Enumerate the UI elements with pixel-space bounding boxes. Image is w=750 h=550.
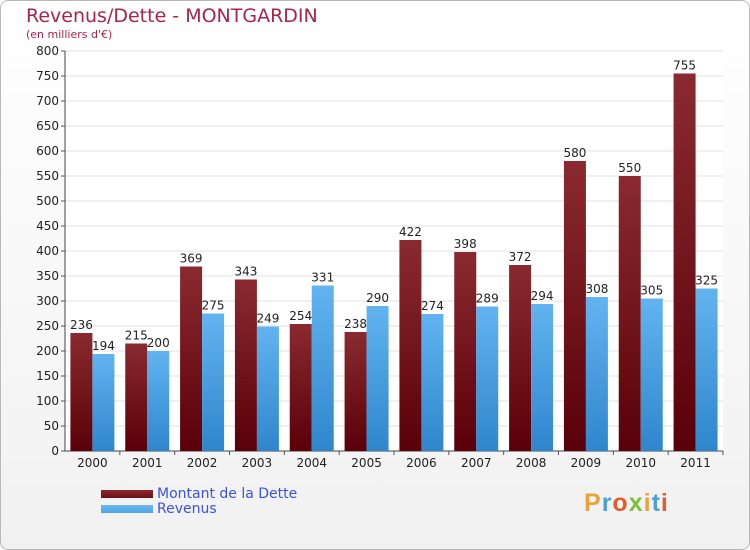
x-tick-label: 2004: [296, 456, 327, 470]
chart-title: Revenus/Dette - MONTGARDIN: [26, 5, 318, 27]
data-label-revenus: 289: [476, 292, 499, 306]
legend: Montant de la Dette Revenus: [101, 486, 297, 516]
data-label-revenus: 290: [366, 291, 389, 305]
bar-revenus: [585, 297, 608, 451]
bar-dette: [125, 343, 148, 451]
chart-subtitle: (en milliers d'€): [26, 28, 113, 41]
data-label-revenus: 294: [531, 289, 554, 303]
bar-dette: [563, 161, 586, 451]
y-tick-label: 350: [36, 269, 59, 283]
legend-item-revenus: Revenus: [101, 501, 297, 516]
y-tick-label: 500: [36, 194, 59, 208]
bar-dette: [618, 176, 641, 451]
data-label-dette: 372: [509, 250, 532, 264]
y-tick-label: 700: [36, 94, 59, 108]
x-tick-label: 2006: [406, 456, 437, 470]
bar-dette: [673, 73, 696, 451]
bar-dette: [234, 279, 257, 451]
data-label-dette: 369: [180, 252, 203, 266]
bar-revenus: [256, 326, 279, 451]
y-tick-label: 400: [36, 244, 59, 258]
x-tick-label: 2000: [77, 456, 108, 470]
data-label-dette: 755: [673, 59, 696, 73]
bar-revenus: [421, 314, 444, 451]
data-label-dette: 550: [618, 161, 641, 175]
data-label-revenus: 308: [585, 282, 608, 296]
bar-dette: [509, 265, 532, 451]
data-label-dette: 236: [70, 318, 93, 332]
legend-label-revenus: Revenus: [157, 500, 217, 517]
bar-dette: [399, 240, 422, 451]
x-tick-label: 2003: [242, 456, 273, 470]
data-label-revenus: 275: [202, 299, 225, 313]
legend-item-dette: Montant de la Dette: [101, 486, 297, 501]
y-tick-label: 800: [36, 44, 59, 58]
bar-revenus: [640, 298, 663, 451]
bar-revenus: [366, 306, 389, 451]
bar-revenus: [311, 285, 334, 451]
bar-dette: [289, 324, 312, 451]
y-tick-label: 300: [36, 294, 59, 308]
y-tick-label: 150: [36, 369, 59, 383]
bar-revenus: [531, 304, 554, 451]
bar-dette: [180, 266, 203, 451]
x-tick-label: 2005: [351, 456, 382, 470]
bar-dette: [344, 332, 367, 451]
x-tick-label: 2007: [461, 456, 492, 470]
data-label-dette: 238: [344, 317, 367, 331]
data-label-revenus: 200: [147, 336, 170, 350]
y-tick-label: 600: [36, 144, 59, 158]
data-label-revenus: 274: [421, 299, 444, 313]
data-label-revenus: 325: [695, 274, 718, 288]
y-tick-label: 750: [36, 69, 59, 83]
y-tick-label: 450: [36, 219, 59, 233]
data-label-revenus: 249: [256, 312, 279, 326]
x-tick-label: 2002: [187, 456, 218, 470]
data-label-dette: 215: [125, 329, 148, 343]
logo-letter: x: [628, 489, 644, 517]
legend-label-dette: Montant de la Dette: [157, 485, 298, 502]
x-tick-label: 2009: [571, 456, 602, 470]
proxiti-logo: Proxiti: [584, 489, 669, 518]
y-tick-label: 0: [51, 444, 59, 458]
logo-letter: P: [584, 489, 602, 517]
legend-swatch-dette: [101, 489, 153, 498]
logo-letter: o: [612, 489, 629, 517]
y-tick-label: 550: [36, 169, 59, 183]
legend-swatch-revenus: [101, 504, 153, 513]
x-tick-label: 2011: [680, 456, 711, 470]
y-tick-label: 100: [36, 394, 59, 408]
data-label-dette: 343: [234, 265, 257, 279]
logo-letter: r: [601, 489, 613, 517]
bar-revenus: [147, 351, 170, 451]
bar-revenus: [476, 306, 499, 451]
bar-dette: [70, 333, 93, 451]
data-label-dette: 422: [399, 225, 422, 239]
y-tick-label: 50: [44, 419, 59, 433]
bar-dette: [454, 252, 477, 451]
logo-letter: i: [643, 489, 652, 517]
data-label-dette: 254: [289, 309, 312, 323]
data-label-dette: 580: [563, 146, 586, 160]
x-tick-label: 2001: [132, 456, 163, 470]
data-label-dette: 398: [454, 237, 477, 251]
data-label-revenus: 194: [92, 339, 115, 353]
logo-letter: i: [660, 489, 669, 517]
data-label-revenus: 305: [640, 284, 663, 298]
y-tick-label: 250: [36, 319, 59, 333]
bar-revenus: [92, 354, 115, 451]
logo-letter: t: [651, 489, 661, 517]
bar-revenus: [202, 313, 225, 451]
y-tick-label: 650: [36, 119, 59, 133]
data-label-revenus: 331: [311, 271, 334, 285]
x-tick-label: 2008: [516, 456, 547, 470]
x-tick-label: 2010: [625, 456, 656, 470]
y-tick-label: 200: [36, 344, 59, 358]
bar-revenus: [695, 288, 718, 451]
